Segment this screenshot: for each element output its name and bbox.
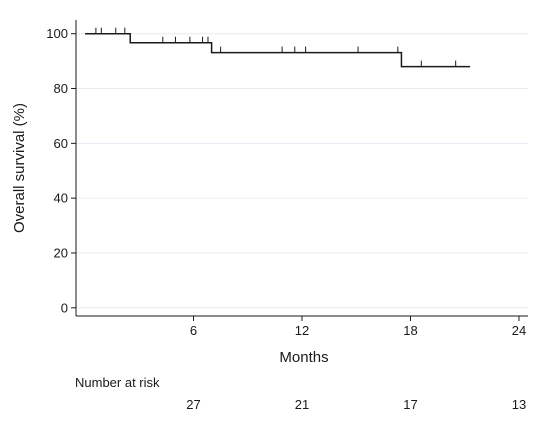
y-tick-label-0: 0 — [61, 300, 68, 315]
x-axis-title: Months — [279, 349, 328, 366]
y-axis-title: Overall survival (%) — [11, 103, 28, 233]
y-tick-label-2: 40 — [54, 191, 68, 206]
y-tick-label-3: 60 — [54, 136, 68, 151]
y-axis-ticks: 0 20 40 60 80 100 — [46, 26, 76, 315]
risk-table-label: Number at risk — [75, 375, 160, 390]
risk-count-3: 13 — [512, 397, 526, 412]
y-tick-label-1: 20 — [54, 245, 68, 260]
x-tick-label-3: 24 — [512, 323, 526, 338]
survival-curve-0 — [85, 32, 471, 68]
x-axis-ticks: 6 12 18 24 — [190, 316, 526, 338]
x-tick-label-2: 18 — [403, 323, 417, 338]
risk-table-counts: 27 21 17 13 — [186, 397, 526, 412]
y-tick-label-4: 80 — [54, 81, 68, 96]
censor-marks — [95, 27, 457, 67]
x-tick-label-1: 12 — [295, 323, 309, 338]
risk-count-0: 27 — [186, 397, 200, 412]
y-tick-label-5: 100 — [46, 26, 68, 41]
risk-count-1: 21 — [295, 397, 309, 412]
x-tick-label-0: 6 — [190, 323, 197, 338]
survival-curve-group — [85, 32, 471, 68]
risk-count-2: 17 — [403, 397, 417, 412]
gridlines — [76, 33, 528, 309]
